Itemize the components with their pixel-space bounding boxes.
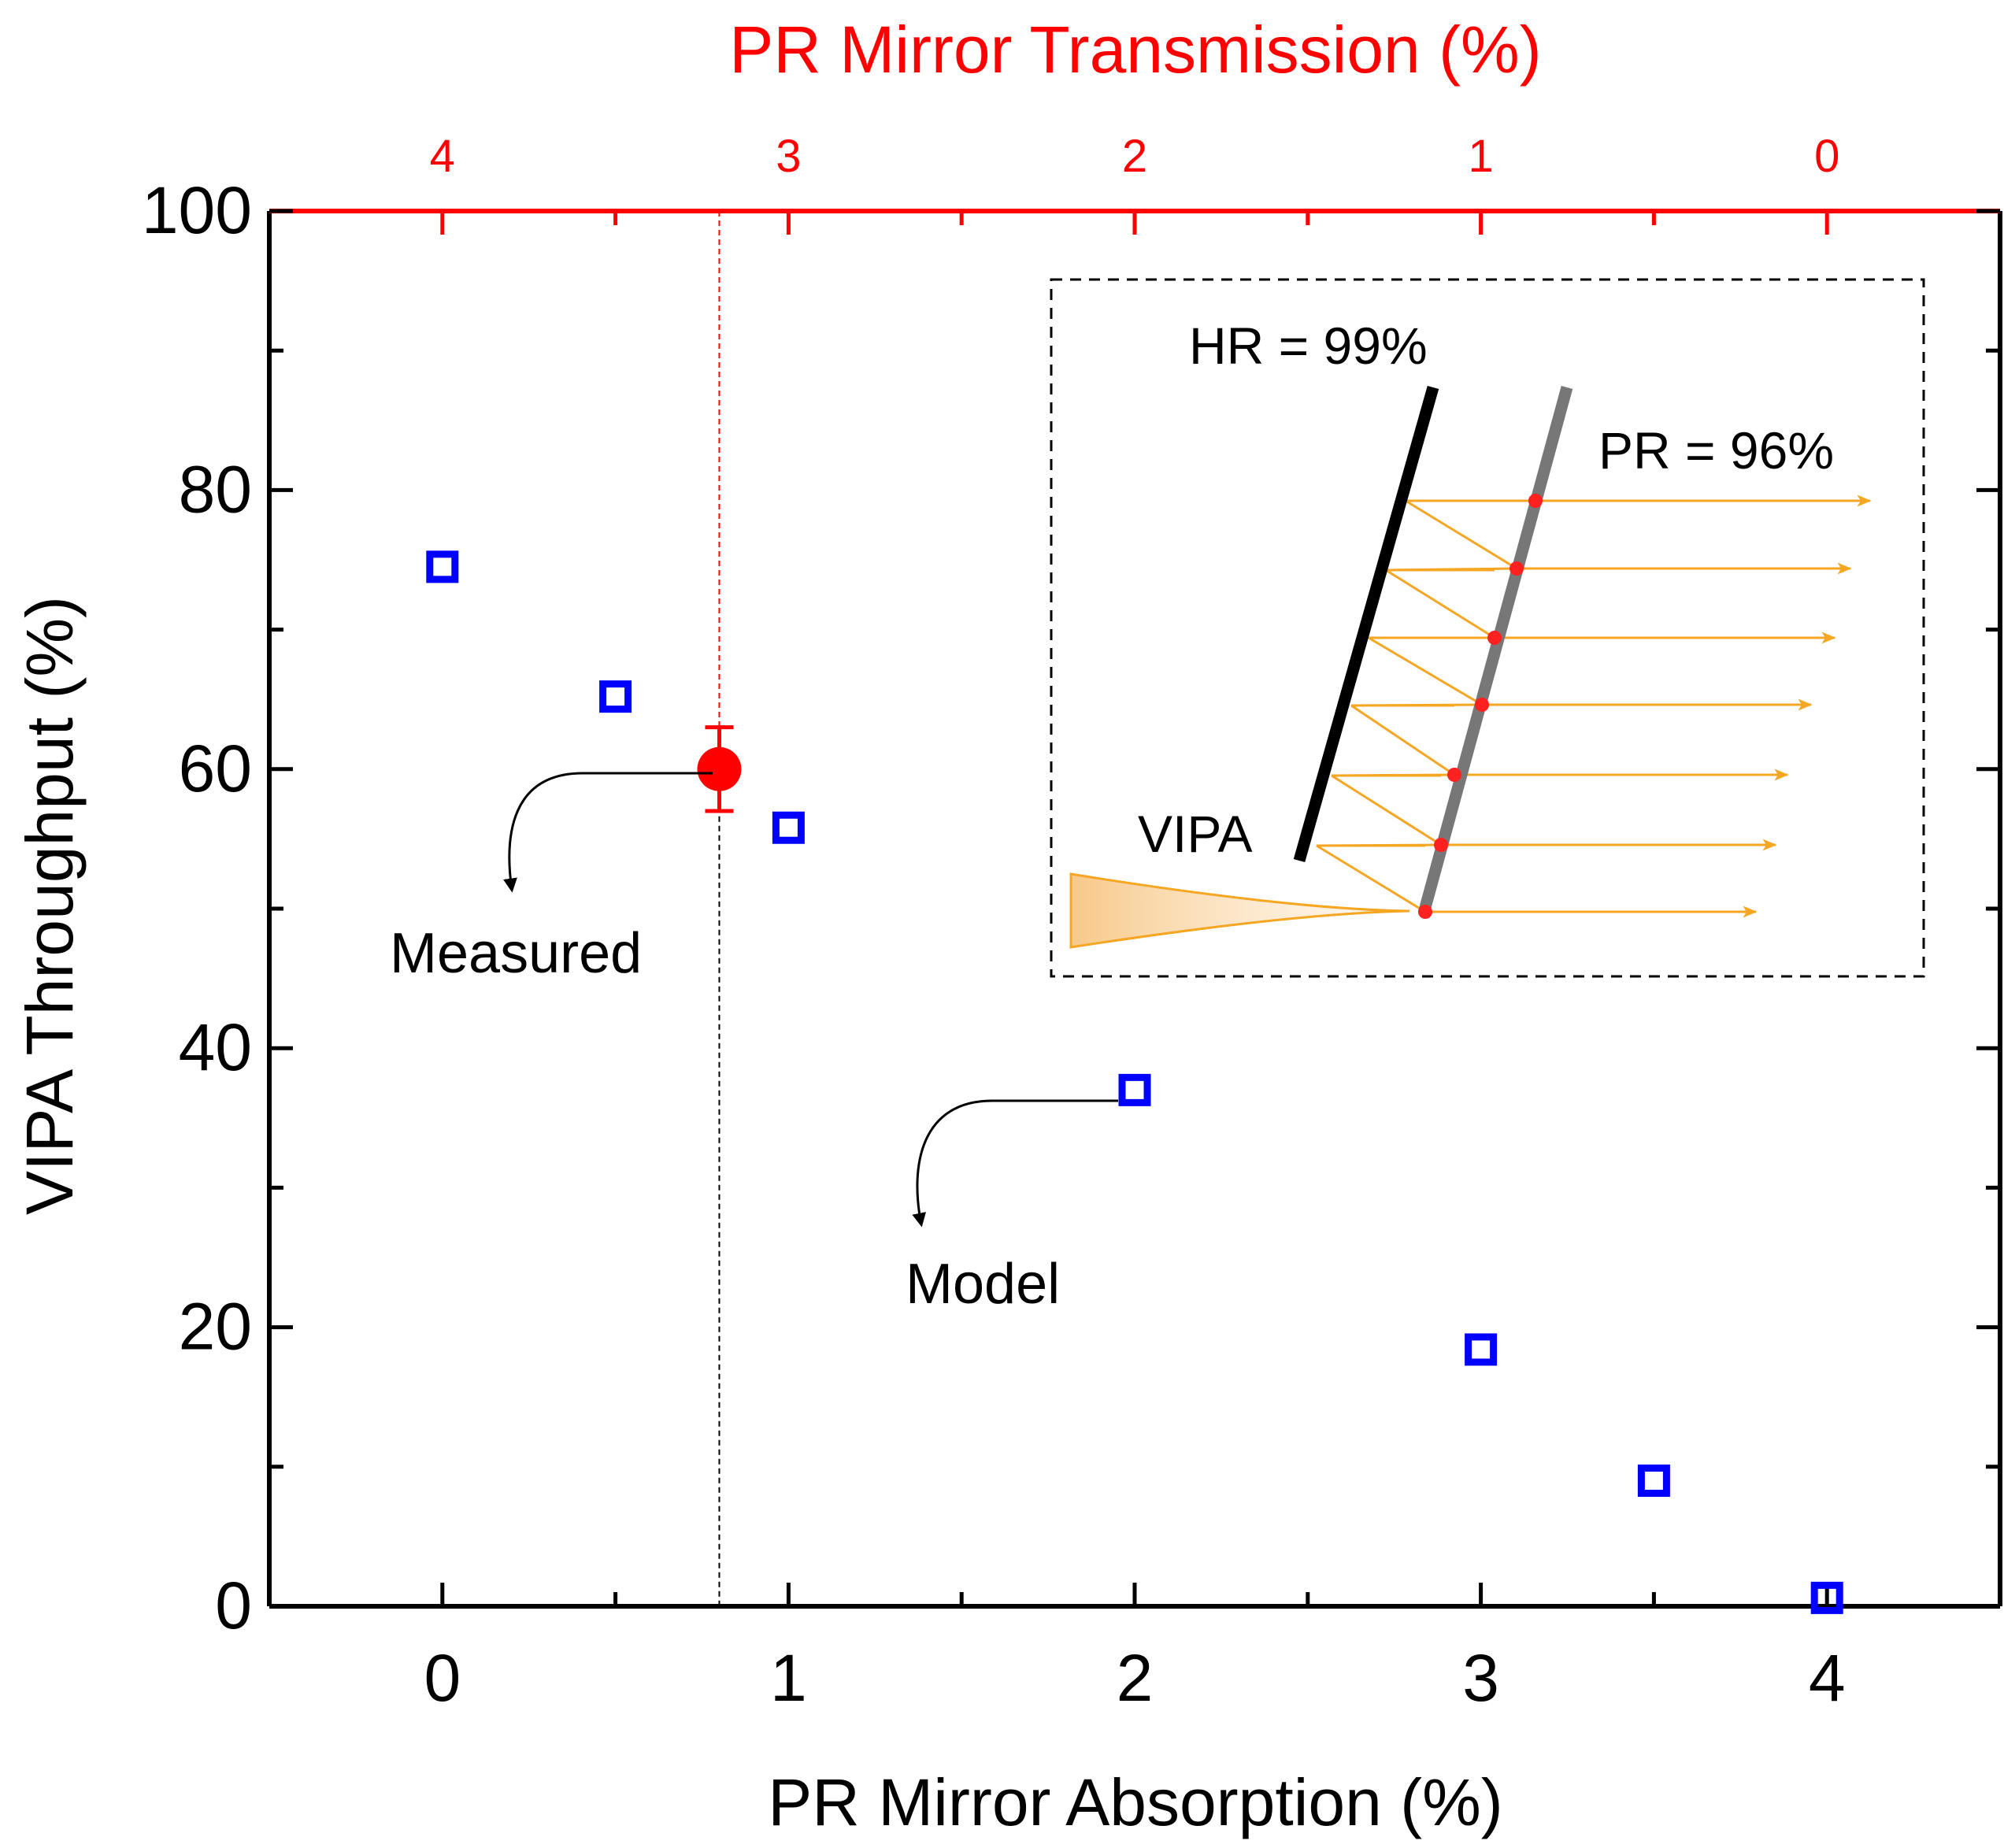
pr-label: PR = 96% [1598,421,1834,480]
ray-reflection [1331,774,1442,846]
x-tick-label: 4 [1809,1641,1846,1715]
input-beam [1069,872,1410,949]
ray-reflection [1385,568,1495,639]
x-tick-label: 1 [770,1641,807,1715]
measured-annotation-arrow [503,772,713,893]
pr-dot [1434,838,1448,852]
top-tick-label: 0 [1814,131,1839,182]
pr-dot [1487,631,1502,645]
hr-label: HR = 99% [1189,317,1428,375]
pr-dot [1447,768,1461,782]
x-tick-label: 3 [1462,1641,1499,1715]
pr-dot [1509,561,1524,576]
model-point [599,680,632,713]
model-point [1118,1073,1151,1106]
model-point [426,550,459,583]
y-tick-label: 0 [215,1568,252,1642]
measured-series [697,725,742,813]
beam-rays [1316,494,1872,918]
top-tick-label: 2 [1122,131,1147,182]
model-series [426,550,1843,1614]
y-tick-label: 80 [179,452,252,526]
y-tick-label: 100 [142,173,252,247]
ray-reflection [1368,636,1483,706]
model-point [772,811,805,844]
y-tick-label: 20 [179,1290,252,1364]
pr-dot [1475,698,1489,712]
pr-dot [1528,494,1543,508]
x-tick-label: 0 [424,1641,461,1715]
x-axis-label: PR Mirror Absorption (%) [768,1765,1503,1839]
top-tick-label: 3 [776,131,801,182]
top-tick-label: 4 [430,131,455,182]
ray-reflection [1350,704,1455,776]
model-point [1810,1581,1843,1614]
measured-annotation-label: Measured [390,922,642,985]
y-tick-label: 40 [179,1010,252,1084]
pr-dot [1418,905,1432,919]
inset-frame [1050,278,1925,978]
top-axis-label: PR Mirror Transmission (%) [729,13,1541,87]
top-tick-label: 1 [1468,131,1493,182]
model-point [1465,1333,1498,1366]
vipa-inset-diagram: HR = 99% PR = 96% VIPA [1050,278,1925,978]
model-annotation-label: Model [906,1253,1060,1316]
model-point [1637,1465,1670,1498]
ray-reflection [1405,499,1517,570]
y-axis-label: VIPA Throughput (%) [13,596,87,1215]
model-annotation-arrow [912,1099,1118,1228]
axis-ticks [269,209,2000,1609]
y-tick-label: 60 [179,731,252,805]
hr-mirror [1293,385,1439,863]
vipa-label: VIPA [1138,805,1253,863]
ray-reflection [1316,844,1426,913]
x-tick-label: 2 [1117,1641,1154,1715]
pr-mirror [1417,386,1573,915]
measured-point [697,746,742,791]
pr-reflection-points [1418,494,1543,919]
